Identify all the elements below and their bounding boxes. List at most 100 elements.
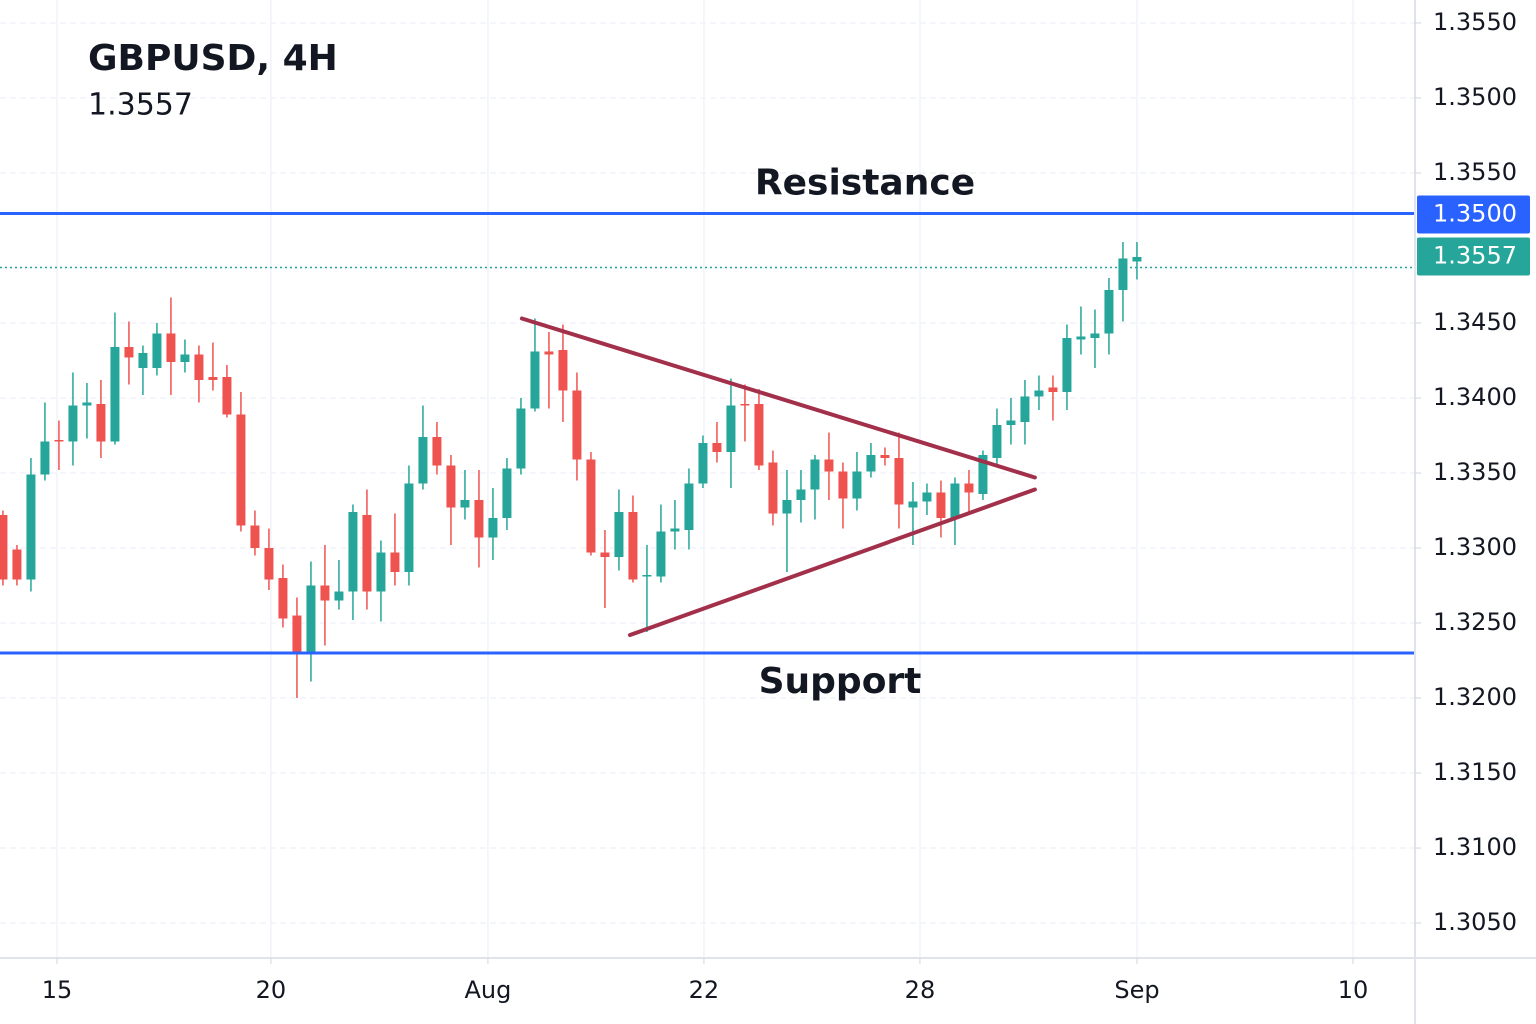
y-tick-label: 1.3050 [1433, 908, 1517, 936]
candle-body [208, 376, 218, 380]
candle-body [180, 354, 190, 362]
candle-body [684, 483, 694, 531]
chart-subtitle: 1.3557 [88, 88, 193, 123]
grid [0, 0, 1415, 958]
candle-body [110, 346, 120, 442]
candle-body [222, 376, 232, 415]
candle-body [614, 512, 624, 558]
y-tick-label: 1.3300 [1433, 533, 1517, 561]
candle-body [628, 512, 638, 580]
candle-body [460, 500, 470, 508]
candle-body [40, 441, 50, 475]
axes: 1.3550 1.3500 1.3550 1.3450 1.3400 1.3350 1.33… [42, 8, 1530, 1004]
y-tick-label: 1.3500 [1433, 83, 1517, 111]
candle-body [698, 442, 708, 484]
candle-body [124, 346, 134, 358]
candle-body [376, 552, 386, 592]
candle-body [292, 615, 302, 652]
x-tick-label: Sep [1114, 976, 1159, 1004]
candle-body [348, 512, 358, 592]
candle-body [390, 552, 400, 573]
y-tick-label: 1.3450 [1433, 308, 1517, 336]
candle-body [712, 442, 722, 452]
level-badge-label: 1.3500 [1433, 199, 1517, 227]
candle-body [418, 436, 428, 484]
candle-body [250, 525, 260, 549]
candle-body [1132, 256, 1142, 262]
candle-body [558, 349, 568, 391]
y-tick-label: 1.3350 [1433, 458, 1517, 486]
candle-body [334, 591, 344, 601]
candle-body [796, 489, 806, 501]
last-price-label: 1.3557 [1433, 241, 1517, 269]
x-tick-label: 22 [689, 976, 720, 1004]
candle-body [12, 549, 22, 580]
candle-body [1090, 333, 1100, 338]
candle-body [278, 578, 288, 619]
candle-body [264, 548, 274, 580]
level-label: Support [759, 661, 922, 702]
candle-body [978, 454, 988, 495]
candle-body [600, 552, 610, 558]
x-tick-label: Aug [464, 976, 511, 1004]
candle-body [726, 405, 736, 452]
candle-body [810, 459, 820, 490]
candle-body [642, 575, 652, 577]
candle-body [852, 471, 862, 499]
candle-body [754, 403, 764, 466]
candle-body [488, 518, 498, 538]
candle-body [362, 515, 372, 592]
level-label: Resistance [755, 162, 975, 203]
candle-body [306, 585, 316, 652]
candle-body [838, 471, 848, 499]
y-tick-label: 1.3550 [1433, 8, 1517, 36]
candle-body [516, 408, 526, 469]
candle-body [936, 492, 946, 519]
candle-body [922, 492, 932, 502]
candle-body [96, 403, 106, 442]
candle-body [68, 405, 78, 442]
chart-title: GBPUSD, 4H [88, 38, 338, 79]
candle-body [138, 352, 148, 368]
candle-body [992, 424, 1002, 458]
y-tick-label: 1.3150 [1433, 758, 1517, 786]
x-tick-label: 28 [905, 976, 936, 1004]
candle-body [26, 474, 36, 580]
candle-body [530, 351, 540, 409]
last-price-badge [1417, 237, 1530, 276]
candle-body [894, 457, 904, 505]
candle-body [502, 468, 512, 519]
candle-body [474, 500, 484, 538]
y-tick-label: 1.3400 [1433, 383, 1517, 411]
y-tick-label: 1.3200 [1433, 683, 1517, 711]
candle-body [866, 454, 876, 472]
candle-body [768, 462, 778, 514]
candle-body [1020, 396, 1030, 422]
candle-body [446, 465, 456, 508]
candle-body [782, 500, 792, 514]
candle-body [656, 531, 666, 577]
candle-body [194, 354, 204, 380]
candle-body [404, 483, 414, 573]
candle-body [586, 459, 596, 553]
candle-body [572, 390, 582, 460]
candle-body [0, 515, 8, 580]
candle-body [1048, 387, 1058, 392]
x-tick-label: 20 [256, 976, 287, 1004]
candle-body [670, 528, 680, 532]
trend-line [519, 316, 1037, 480]
candle-body [880, 454, 890, 458]
level-badge [1417, 195, 1530, 234]
candle-body [950, 483, 960, 519]
candle-body [824, 459, 834, 472]
candle-body [740, 403, 750, 406]
candle-body [544, 351, 554, 355]
candle-body [1104, 289, 1114, 334]
x-tick-label: 10 [1338, 976, 1369, 1004]
x-tick-label: 15 [42, 976, 73, 1004]
candle-body [320, 585, 330, 601]
candle-body [236, 414, 246, 526]
y-tick-label: 1.3550 [1433, 158, 1517, 186]
